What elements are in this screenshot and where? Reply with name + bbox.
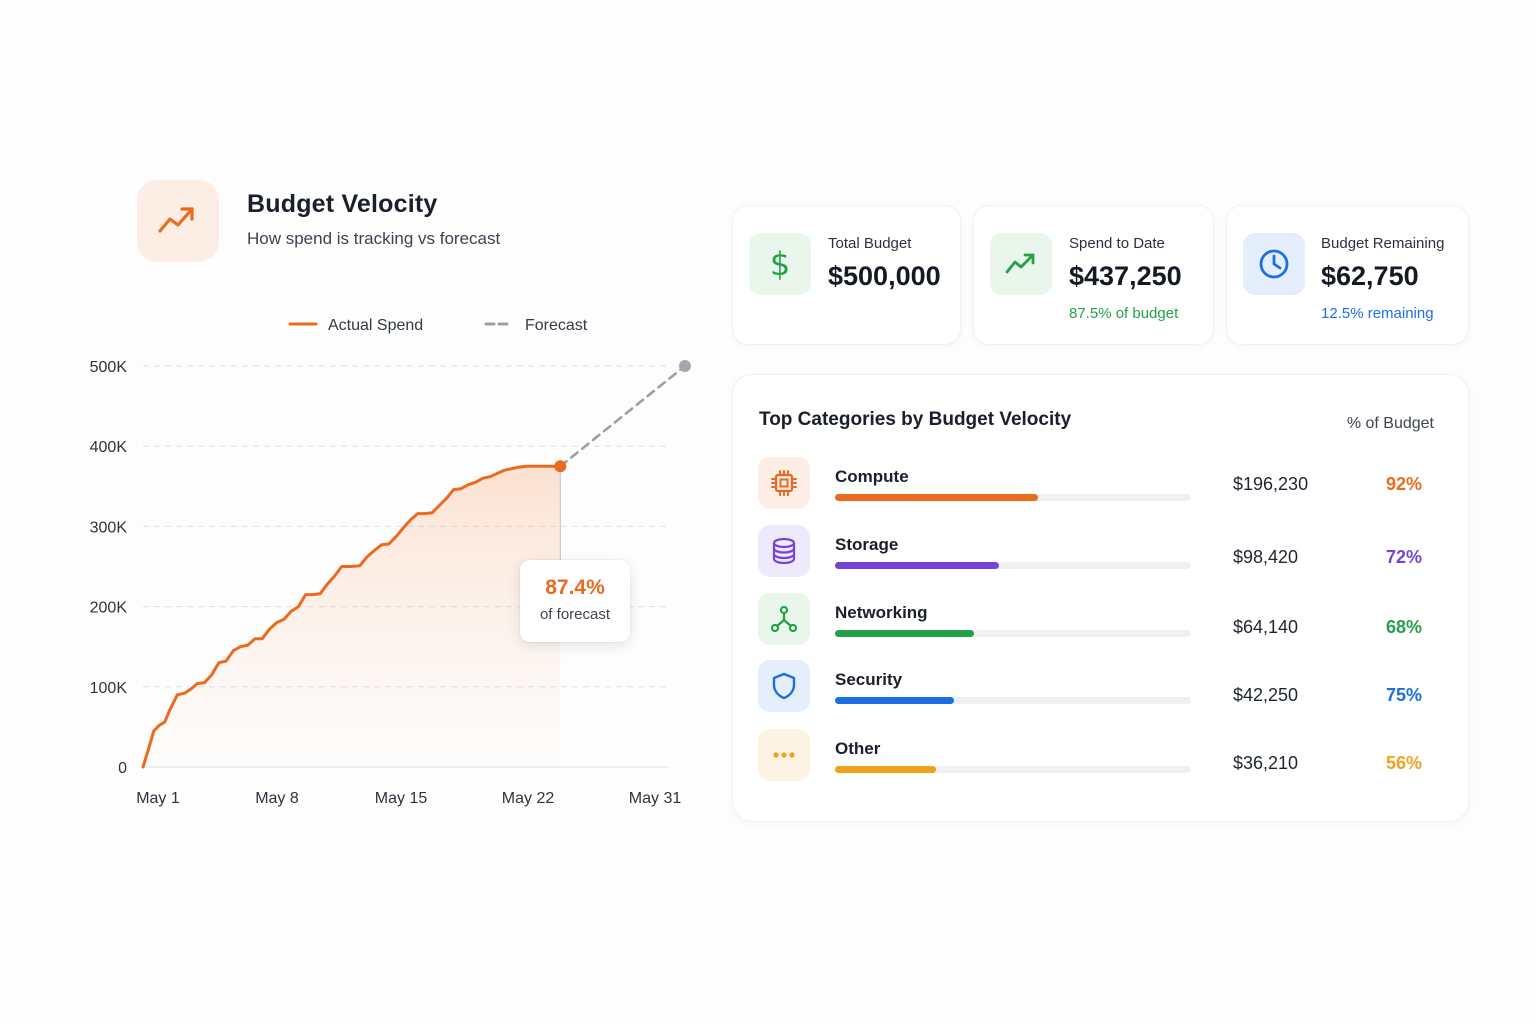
- top-categories-panel: Top Categories by Budget Velocity % of B…: [732, 374, 1469, 822]
- actual-spend-area: [143, 466, 561, 767]
- kpi-subtext: 12.5% remaining: [1321, 305, 1434, 322]
- actual-spend-current-point[interactable]: [554, 460, 567, 473]
- legend-actual-label: Actual Spend: [328, 317, 423, 334]
- trending-up-icon: [158, 207, 194, 233]
- category-amount: $42,250: [1233, 685, 1299, 705]
- chart-canvas: Actual Spend Forecast 500K 400K 300K 200K 10…: [90, 317, 691, 807]
- x-tick-label: May 22: [502, 790, 555, 807]
- category-progress-fill: [835, 630, 974, 637]
- column-header-pct: % of Budget: [1346, 415, 1434, 432]
- kpi-label: Spend to Date: [1069, 235, 1165, 252]
- category-row-compute[interactable]: Compute $196,230 92%: [733, 457, 1468, 511]
- page-subtitle: How spend is tracking vs forecast: [247, 229, 501, 248]
- shield-icon: [772, 672, 796, 700]
- category-icon-tile: [758, 593, 810, 645]
- category-progress-track: [835, 630, 1191, 637]
- y-tick-label: 300K: [90, 519, 128, 536]
- kpi-icon-tile: [990, 233, 1052, 295]
- trending-up-icon: [1005, 253, 1035, 274]
- category-icon-tile: [758, 457, 810, 509]
- legend-forecast-label: Forecast: [525, 317, 588, 334]
- database-icon: [772, 537, 796, 565]
- dollar-icon: $: [770, 246, 790, 282]
- forecast-tooltip: 87.4% of forecast: [520, 560, 630, 642]
- kpi-label: Budget Remaining: [1321, 235, 1445, 252]
- category-icon-tile: [758, 525, 810, 577]
- page-title: Budget Velocity: [247, 190, 438, 218]
- forecast-end-point[interactable]: [679, 360, 691, 372]
- cpu-icon: [771, 470, 797, 496]
- category-name: Storage: [835, 535, 899, 554]
- kpi-subtext: 87.5% of budget: [1069, 305, 1179, 322]
- category-progress-track: [835, 766, 1191, 773]
- header-icon-tile: [137, 180, 219, 262]
- x-tick-label: May 31: [629, 790, 682, 807]
- kpi-icon-tile: $: [749, 233, 811, 295]
- x-tick-label: May 1: [136, 790, 180, 807]
- category-progress-fill: [835, 766, 937, 773]
- category-amount: $196,230: [1233, 474, 1309, 494]
- y-tick-label: 500K: [90, 359, 128, 376]
- category-name: Networking: [835, 603, 928, 622]
- category-icon-tile: [758, 660, 810, 712]
- kpi-card-total-budget[interactable]: $ Total Budget $500,000: [732, 205, 961, 345]
- budget-velocity-chart: Actual Spend Forecast 500K 400K 300K 200K 10…: [0, 0, 720, 840]
- network-icon: [770, 605, 798, 633]
- category-amount: $98,420: [1233, 547, 1299, 567]
- y-tick-label: 100K: [90, 680, 128, 697]
- svg-text:$: $: [770, 246, 790, 282]
- category-amount: $64,140: [1233, 617, 1299, 637]
- category-row-storage[interactable]: Storage $98,420 72%: [733, 525, 1468, 579]
- category-row-networking[interactable]: Networking $64,140 68%: [733, 593, 1468, 647]
- category-name: Security: [835, 670, 903, 689]
- y-tick-label: 400K: [90, 439, 128, 456]
- actual-spend-line: [141, 464, 562, 769]
- tooltip-label: of forecast: [539, 606, 611, 623]
- category-progress-fill: [835, 697, 955, 704]
- panel-title: Top Categories by Budget Velocity: [759, 409, 1072, 430]
- category-progress-fill: [835, 562, 999, 569]
- category-pct: 68%: [1385, 617, 1422, 637]
- y-tick-label: 0: [118, 760, 127, 777]
- category-name: Other: [835, 739, 881, 758]
- category-pct: 92%: [1385, 474, 1422, 494]
- kpi-label: Total Budget: [828, 235, 912, 252]
- category-pct: 72%: [1385, 547, 1422, 567]
- category-icon-tile: [758, 729, 810, 781]
- category-row-other[interactable]: Other $36,210 56%: [733, 729, 1468, 783]
- category-row-security[interactable]: Security $42,250 75%: [733, 660, 1468, 714]
- tooltip-value: 87.4%: [545, 576, 605, 599]
- category-progress-fill: [835, 494, 1038, 501]
- kpi-value: $500,000: [828, 261, 941, 291]
- kpi-icon-tile: [1243, 233, 1305, 295]
- x-tick-label: May 8: [255, 790, 299, 807]
- forecast-line: [559, 364, 687, 468]
- category-pct: 75%: [1385, 685, 1422, 705]
- x-tick-label: May 15: [375, 790, 428, 807]
- kpi-value: $62,750: [1321, 261, 1419, 291]
- category-progress-track: [835, 494, 1191, 501]
- kpi-value: $437,250: [1069, 261, 1182, 291]
- kpi-card-budget-remaining[interactable]: Budget Remaining $62,750 12.5% remaining: [1226, 205, 1469, 345]
- more-icon: [773, 752, 795, 758]
- y-tick-label: 200K: [90, 600, 128, 617]
- category-pct: 56%: [1385, 753, 1422, 773]
- category-progress-track: [835, 562, 1191, 569]
- category-name: Compute: [835, 467, 909, 486]
- clock-icon: [1259, 249, 1289, 279]
- kpi-card-spend-to-date[interactable]: Spend to Date $437,250 87.5% of budget: [973, 205, 1214, 345]
- category-amount: $36,210: [1233, 753, 1299, 773]
- category-progress-track: [835, 697, 1191, 704]
